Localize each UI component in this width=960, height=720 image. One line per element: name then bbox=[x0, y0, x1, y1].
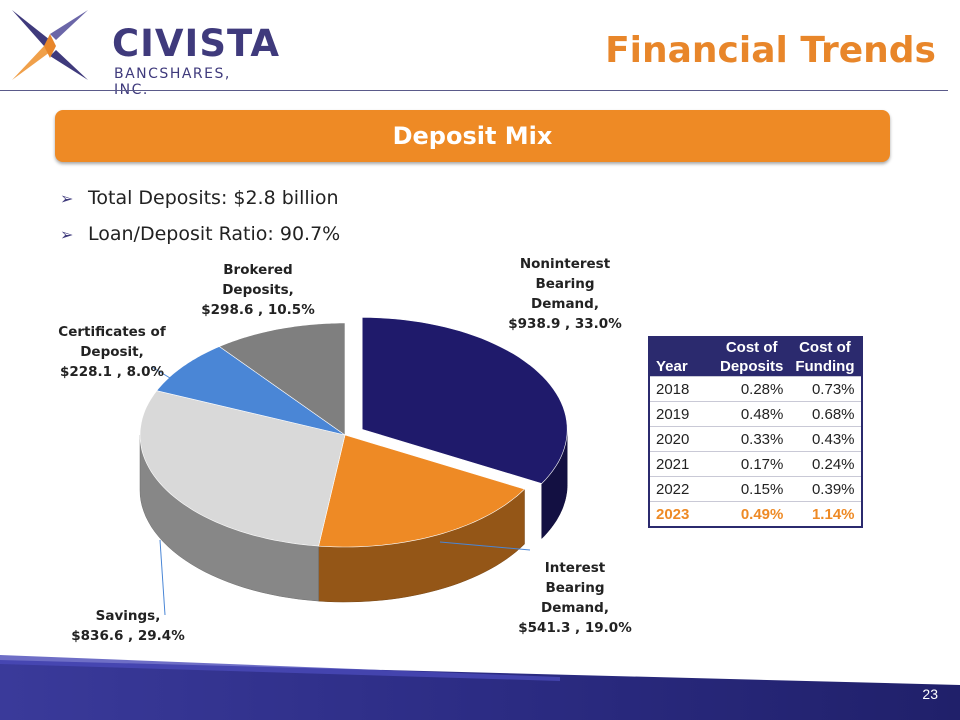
table-header-row: Year Cost of Cost of bbox=[649, 337, 862, 377]
cell-cost-of-funding: 0.68% bbox=[789, 401, 862, 427]
column-header-funding-top: Cost of bbox=[789, 337, 862, 357]
column-header-deposits-top: Cost of bbox=[714, 337, 790, 357]
arrow-bullet-icon: ➢ bbox=[60, 224, 74, 244]
pie-slice bbox=[218, 322, 346, 436]
table-row: 2019 0.48% 0.68% bbox=[649, 401, 862, 427]
cell-cost-of-funding: 0.39% bbox=[789, 476, 862, 502]
cell-cost-of-deposits: 0.33% bbox=[714, 426, 790, 452]
pie-slice bbox=[361, 317, 568, 484]
table-row: 2022 0.15% 0.39% bbox=[649, 476, 862, 502]
cell-cost-of-deposits: 0.28% bbox=[714, 376, 790, 402]
cell-cost-of-funding: 0.73% bbox=[789, 376, 862, 402]
header-divider bbox=[0, 90, 948, 91]
slice-label: Interest Bearing Demand, $541.3 , 19.0% bbox=[518, 560, 632, 636]
cell-year: 2019 bbox=[649, 401, 714, 427]
cost-table: Year Cost of Cost of Deposits Funding 20… bbox=[648, 336, 863, 528]
pie-slice bbox=[156, 346, 346, 436]
cell-cost-of-deposits: 0.17% bbox=[714, 451, 790, 477]
table-row: 2018 0.28% 0.73% bbox=[649, 376, 862, 402]
table-header-row: Deposits Funding bbox=[649, 357, 862, 377]
leader-line bbox=[159, 539, 166, 616]
pie-slice bbox=[318, 434, 526, 548]
page-title: Financial Trends bbox=[605, 30, 936, 71]
footer-band bbox=[0, 655, 960, 720]
leader-line bbox=[151, 366, 171, 379]
logo-subtitle: BANCSHARES, INC. bbox=[114, 66, 231, 98]
cell-year: 2018 bbox=[649, 376, 714, 402]
table-row: 2020 0.33% 0.43% bbox=[649, 426, 862, 452]
cell-year: 2022 bbox=[649, 476, 714, 502]
leader-line bbox=[439, 541, 531, 551]
cell-cost-of-funding: 0.24% bbox=[789, 451, 862, 477]
bullet-text: Loan/Deposit Ratio: 90.7% bbox=[88, 223, 341, 245]
cell-year: 2021 bbox=[649, 451, 714, 477]
bullet-text: Total Deposits: $2.8 billion bbox=[88, 187, 339, 209]
cell-cost-of-funding: 1.14% bbox=[789, 501, 862, 527]
section-banner: Deposit Mix bbox=[55, 110, 890, 162]
bullet-item: ➢ Loan/Deposit Ratio: 90.7% bbox=[60, 216, 340, 252]
cell-year: 2023 bbox=[649, 501, 714, 527]
cell-cost-of-deposits: 0.48% bbox=[714, 401, 790, 427]
slice-label: Noninterest Bearing Demand, $938.9 , 33.0% bbox=[508, 256, 622, 332]
arrow-bullet-icon: ➢ bbox=[60, 188, 74, 208]
slice-label: Brokered Deposits, $298.6 , 10.5% bbox=[201, 262, 315, 318]
column-header-year: Year bbox=[649, 337, 714, 377]
cell-cost-of-funding: 0.43% bbox=[789, 426, 862, 452]
page-number: 23 bbox=[922, 686, 938, 702]
logo-wordmark: CIVISTA bbox=[112, 22, 280, 65]
civista-logo: CIVISTA BANCSHARES, INC. bbox=[12, 10, 279, 98]
slice-label: Savings, $836.6 , 29.4% bbox=[71, 608, 185, 644]
slice-label: Certificates of Deposit, $228.1 , 8.0% bbox=[58, 324, 166, 380]
table-row: 2021 0.17% 0.24% bbox=[649, 451, 862, 477]
cell-cost-of-deposits: 0.49% bbox=[714, 501, 790, 527]
pie-slice bbox=[139, 390, 346, 547]
cell-year: 2020 bbox=[649, 426, 714, 452]
civista-star-icon bbox=[12, 10, 88, 80]
bullet-item: ➢ Total Deposits: $2.8 billion bbox=[60, 180, 340, 216]
table-row-highlighted: 2023 0.49% 1.14% bbox=[649, 501, 862, 527]
bullet-list: ➢ Total Deposits: $2.8 billion ➢ Loan/De… bbox=[60, 180, 340, 252]
column-header-deposits: Deposits bbox=[714, 357, 790, 377]
column-header-funding: Funding bbox=[789, 357, 862, 377]
deposit-mix-pie-chart: Noninterest Bearing Demand, $938.9 , 33.0% I… bbox=[58, 256, 632, 644]
cell-cost-of-deposits: 0.15% bbox=[714, 476, 790, 502]
